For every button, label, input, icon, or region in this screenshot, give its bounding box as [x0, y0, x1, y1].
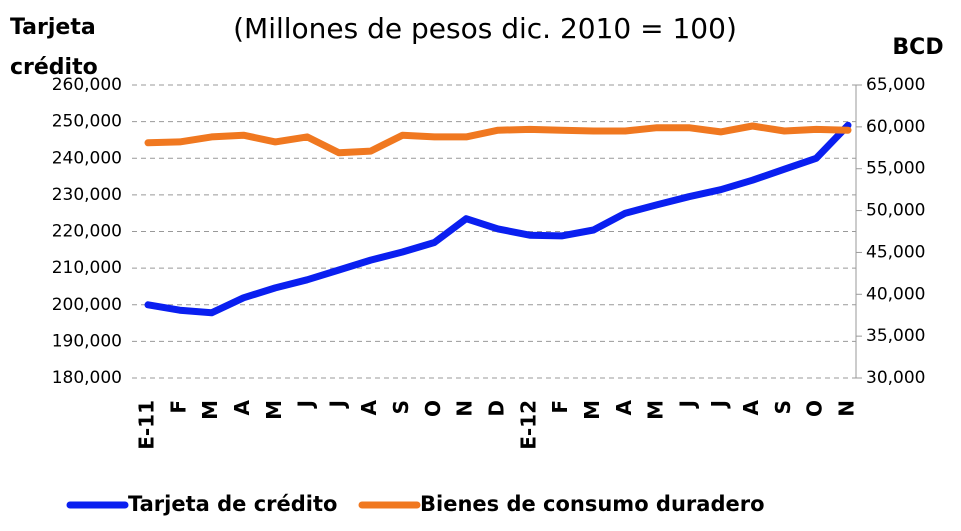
x-tick-label: F: [166, 400, 190, 414]
y2-tick-label: 60,000: [866, 117, 925, 137]
x-tick-label: M: [644, 400, 668, 420]
legend-label: Bienes de consumo duradero: [420, 492, 765, 516]
x-tick-label: S: [771, 400, 795, 414]
x-tick-label: A: [230, 399, 254, 415]
y2-axis-label: BCD: [892, 35, 943, 60]
y-axis-label: crédito: [10, 55, 98, 80]
y-axis-label: Tarjeta: [10, 15, 96, 40]
y-tick-label: 180,000: [52, 368, 122, 388]
y2-tick-label: 50,000: [866, 201, 925, 221]
x-tick-label: J: [294, 400, 318, 409]
y-tick-label: 230,000: [52, 185, 122, 205]
x-tick-label: M: [198, 400, 222, 420]
y-tick-label: 190,000: [52, 331, 122, 351]
y2-tick-label: 40,000: [866, 284, 925, 304]
y2-tick-label: 55,000: [866, 159, 925, 179]
y-tick-label: 240,000: [52, 148, 122, 168]
y-tick-label: 200,000: [52, 295, 122, 315]
x-tick-label: O: [803, 400, 827, 417]
x-tick-label: M: [580, 400, 604, 420]
x-tick-label: J: [325, 400, 349, 409]
x-tick-label: E-11: [135, 400, 159, 450]
y2-tick-label: 45,000: [866, 242, 925, 262]
y2-tick-label: 30,000: [866, 368, 925, 388]
legend-label: Tarjeta de crédito: [128, 492, 337, 516]
x-tick-label: J: [675, 400, 699, 409]
x-tick-label: A: [357, 399, 381, 415]
x-tick-label: E-12: [516, 400, 540, 450]
y-tick-label: 260,000: [52, 75, 122, 95]
y2-tick-label: 35,000: [866, 326, 925, 346]
x-tick-label: S: [389, 400, 413, 414]
series-line: [144, 121, 852, 317]
x-tick-label: A: [739, 399, 763, 415]
chart-title: (Millones de pesos dic. 2010 = 100): [233, 12, 737, 45]
y-tick-label: 210,000: [52, 258, 122, 278]
x-tick-label: F: [548, 400, 572, 414]
x-tick-label: O: [421, 400, 445, 417]
x-tick-label: D: [485, 400, 509, 417]
y2-tick-label: 65,000: [866, 75, 925, 95]
x-tick-label: J: [707, 400, 731, 409]
y-tick-label: 250,000: [52, 112, 122, 132]
series-line: [144, 122, 852, 157]
x-tick-label: N: [835, 400, 859, 417]
x-tick-label: N: [453, 400, 477, 417]
x-tick-label: A: [612, 399, 636, 415]
y-tick-label: 220,000: [52, 222, 122, 242]
x-tick-label: M: [262, 400, 286, 420]
